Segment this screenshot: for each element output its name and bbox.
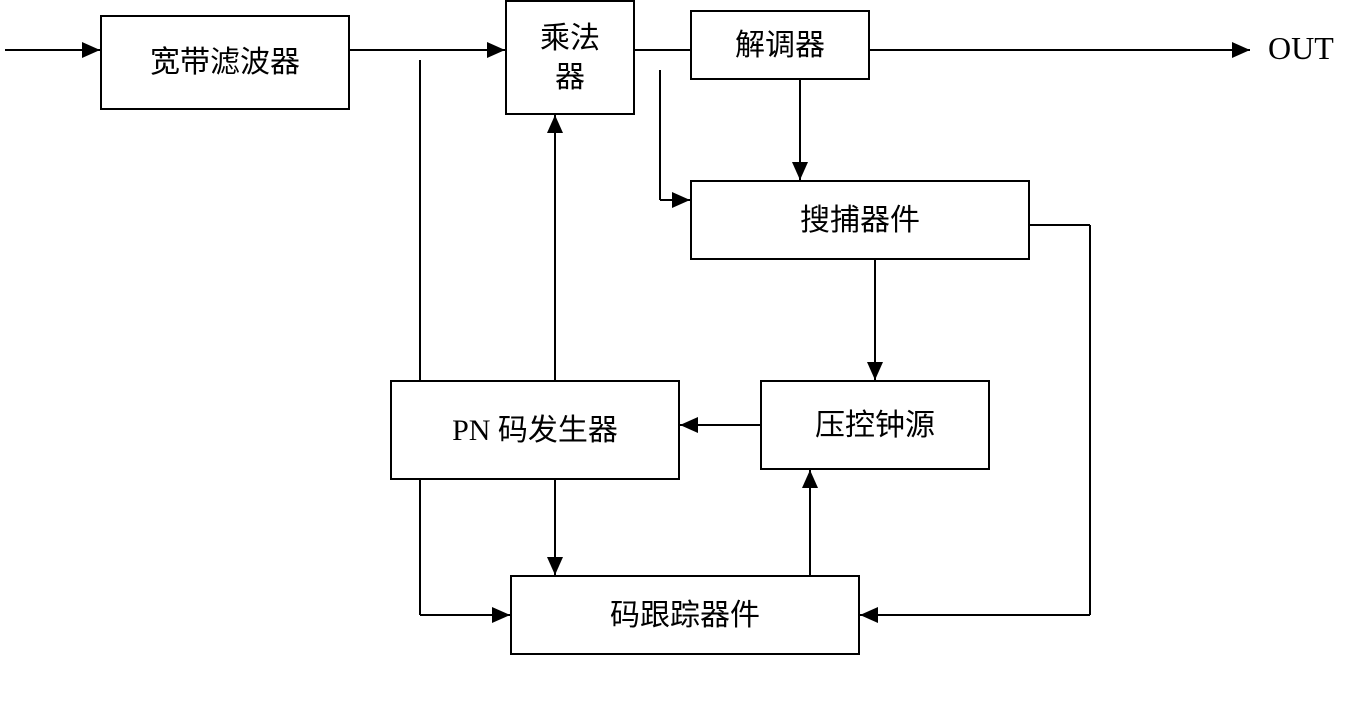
node-capture: 搜捕器件 (690, 180, 1030, 260)
node-demodulator: 解调器 (690, 10, 870, 80)
output-label: OUT (1268, 30, 1334, 67)
node-vco-clock: 压控钟源 (760, 380, 990, 470)
node-multiplier: 乘法器 (505, 0, 635, 115)
node-label: 乘法器 (540, 19, 600, 97)
node-label: 解调器 (735, 26, 825, 65)
node-label: 码跟踪器件 (610, 596, 760, 635)
node-code-tracker: 码跟踪器件 (510, 575, 860, 655)
node-label: 压控钟源 (815, 406, 935, 445)
node-label: 搜捕器件 (800, 201, 920, 240)
node-label: PN 码发生器 (452, 411, 618, 450)
node-broadband-filter: 宽带滤波器 (100, 15, 350, 110)
node-label: 宽带滤波器 (150, 43, 300, 82)
node-pn-generator: PN 码发生器 (390, 380, 680, 480)
